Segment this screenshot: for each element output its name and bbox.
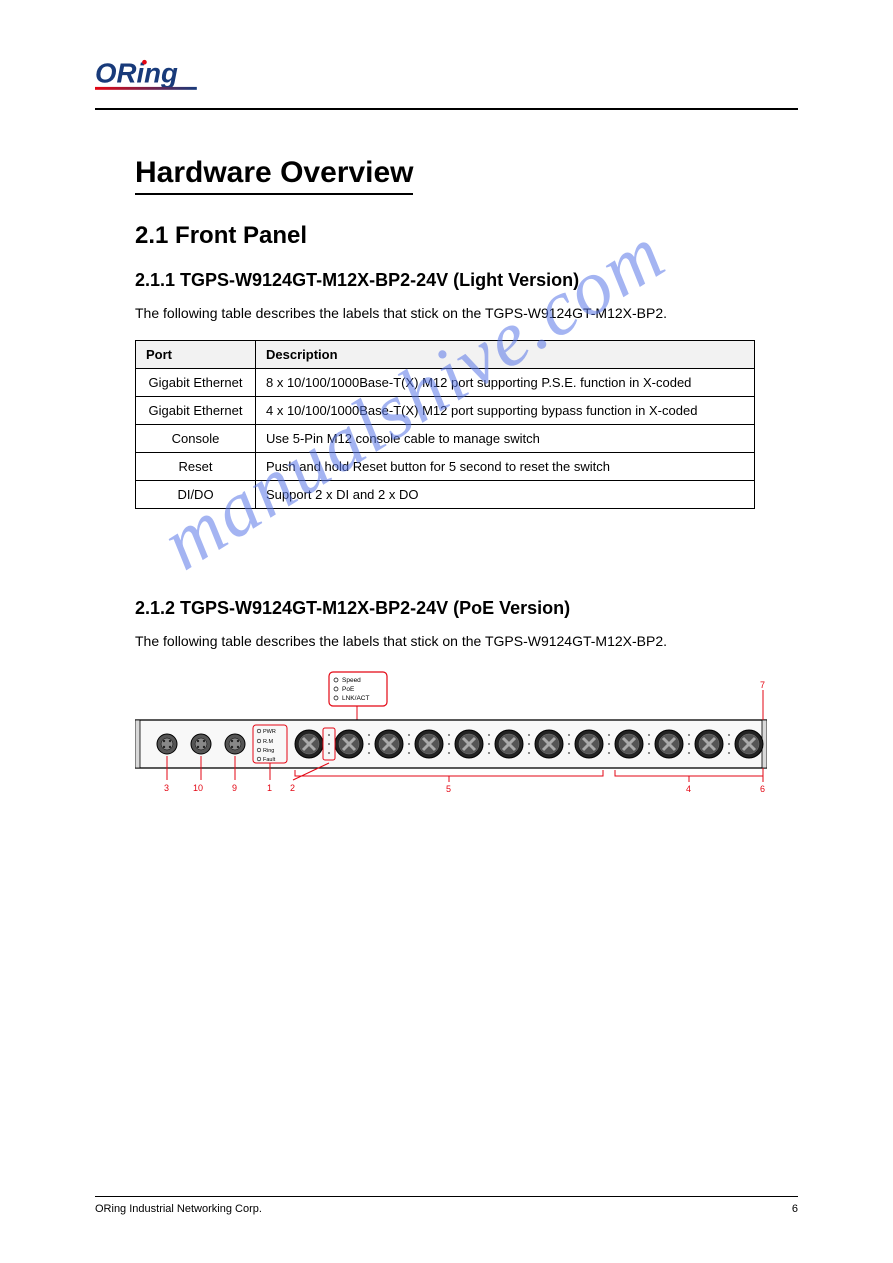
m12-port xyxy=(415,730,443,758)
table-row: Gigabit Ethernet 8 x 10/100/1000Base-T(X… xyxy=(136,369,755,397)
cell-desc: Push and hold Reset button for 5 second … xyxy=(256,453,755,481)
section-heading: Hardware Overview xyxy=(135,156,413,195)
cell-port: Console xyxy=(136,425,256,453)
cell-port: Gigabit Ethernet xyxy=(136,397,256,425)
m12-port xyxy=(455,730,483,758)
intro-text-2: The following table describes the labels… xyxy=(135,630,758,652)
cell-port: DI/DO xyxy=(136,481,256,509)
svg-text:6: 6 xyxy=(760,784,765,794)
footer-rule xyxy=(95,1196,798,1197)
oring-logo: ORing xyxy=(95,55,255,97)
footer-page-number: 6 xyxy=(792,1203,798,1215)
m12-port xyxy=(655,730,683,758)
svg-text:4: 4 xyxy=(686,784,691,794)
svg-text:3: 3 xyxy=(164,783,169,793)
ring-led-label: Ring xyxy=(263,748,274,754)
col-port: Port xyxy=(136,341,256,369)
m12-port xyxy=(735,730,763,758)
led-label: PoE xyxy=(342,686,355,693)
page-header: ORing xyxy=(95,55,798,110)
m12-port xyxy=(615,730,643,758)
device-front-figure: Speed PoE LNK/ACT 8 xyxy=(135,668,767,838)
h3-front-panel: 2.1 Front Panel xyxy=(135,222,307,250)
led-label: LNK/ACT xyxy=(342,695,369,702)
svg-text:7: 7 xyxy=(760,680,765,690)
svg-text:10: 10 xyxy=(193,783,203,793)
footer-left: ORing Industrial Networking Corp. xyxy=(95,1203,262,1215)
callout-number: 8 xyxy=(357,668,362,670)
m12-port xyxy=(575,730,603,758)
m12-port xyxy=(375,730,403,758)
svg-text:2: 2 xyxy=(290,783,295,793)
cell-desc: 8 x 10/100/1000Base-T(X) M12 port suppor… xyxy=(256,369,755,397)
h4-poe-version: 2.1.2 TGPS-W9124GT-M12X-BP2-24V (PoE Ver… xyxy=(135,598,570,619)
svg-text:ORing: ORing xyxy=(95,58,178,89)
svg-text:9: 9 xyxy=(232,783,237,793)
col-description: Description xyxy=(256,341,755,369)
intro-text-1: The following table describes the labels… xyxy=(135,302,758,324)
h4-light-version: 2.1.1 TGPS-W9124GT-M12X-BP2-24V (Light V… xyxy=(135,270,579,291)
cell-port: Reset xyxy=(136,453,256,481)
svg-text:5: 5 xyxy=(446,784,451,794)
header-rule xyxy=(95,108,798,110)
aux-connector xyxy=(191,734,211,754)
table-row: Reset Push and hold Reset button for 5 s… xyxy=(136,453,755,481)
cell-desc: 4 x 10/100/1000Base-T(X) M12 port suppor… xyxy=(256,397,755,425)
cell-desc: Use 5-Pin M12 console cable to manage sw… xyxy=(256,425,755,453)
rm-led-label: R.M xyxy=(263,739,274,745)
table-header-row: Port Description xyxy=(136,341,755,369)
aux-connector xyxy=(225,734,245,754)
table-row: Console Use 5-Pin M12 console cable to m… xyxy=(136,425,755,453)
pwr-led-label: PWR xyxy=(263,729,276,735)
m12-port xyxy=(295,730,323,758)
page-footer: ORing Industrial Networking Corp. 6 xyxy=(95,1196,798,1215)
spec-table: Port Description Gigabit Ethernet 8 x 10… xyxy=(135,340,755,509)
m12-port xyxy=(335,730,363,758)
m12-port xyxy=(495,730,523,758)
aux-connector xyxy=(157,734,177,754)
m12-port xyxy=(695,730,723,758)
cell-desc: Support 2 x DI and 2 x DO xyxy=(256,481,755,509)
table-row: Gigabit Ethernet 4 x 10/100/1000Base-T(X… xyxy=(136,397,755,425)
led-label: Speed xyxy=(342,677,361,684)
m12-port xyxy=(535,730,563,758)
table-row: DI/DO Support 2 x DI and 2 x DO xyxy=(136,481,755,509)
fault-led-label: Fault xyxy=(263,757,276,763)
cell-port: Gigabit Ethernet xyxy=(136,369,256,397)
svg-text:1: 1 xyxy=(267,783,272,793)
